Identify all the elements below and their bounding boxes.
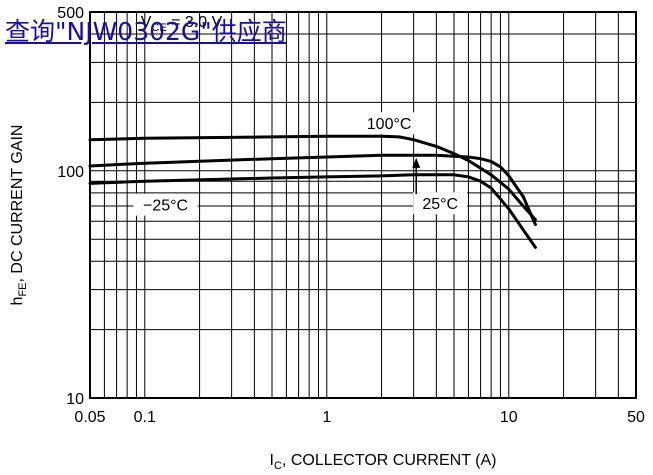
- series-label-box: [133, 193, 198, 216]
- series-line-0: [88, 134, 537, 222]
- x-axis-label: IC, COLLECTOR CURRENT (A): [270, 452, 497, 472]
- series-label-box: [413, 192, 468, 215]
- series-line-1: [88, 153, 537, 227]
- series-label: 25°C: [422, 196, 458, 213]
- y-tick-label: 10: [66, 391, 84, 408]
- grid: [90, 12, 636, 398]
- series-label-box: [357, 112, 422, 135]
- series-line-2: [88, 173, 537, 249]
- plot-frame: [89, 11, 637, 399]
- x-tick-label: 0.1: [134, 409, 156, 426]
- series-label: −25°C: [143, 198, 188, 215]
- y-tick-label: 500: [57, 5, 84, 22]
- label-arrow-head: [412, 157, 421, 168]
- y-tick-label: 100: [57, 164, 84, 181]
- series-layer: [88, 134, 537, 249]
- x-tick-label: 0.05: [74, 409, 105, 426]
- y-axis-label: hFE, DC CURRENT GAIN: [9, 125, 29, 306]
- x-tick-label: 50: [627, 409, 645, 426]
- axes: 0.05 0.1 1 10 50 10 100 500 IC, COLLECTOR CURREN…: [9, 5, 645, 472]
- x-tick-label: 1: [322, 409, 331, 426]
- supplier-search-link[interactable]: 查询"NJW0302G"供应商: [5, 17, 287, 46]
- series-label: 100°C: [367, 116, 412, 133]
- x-tick-label: 10: [500, 409, 518, 426]
